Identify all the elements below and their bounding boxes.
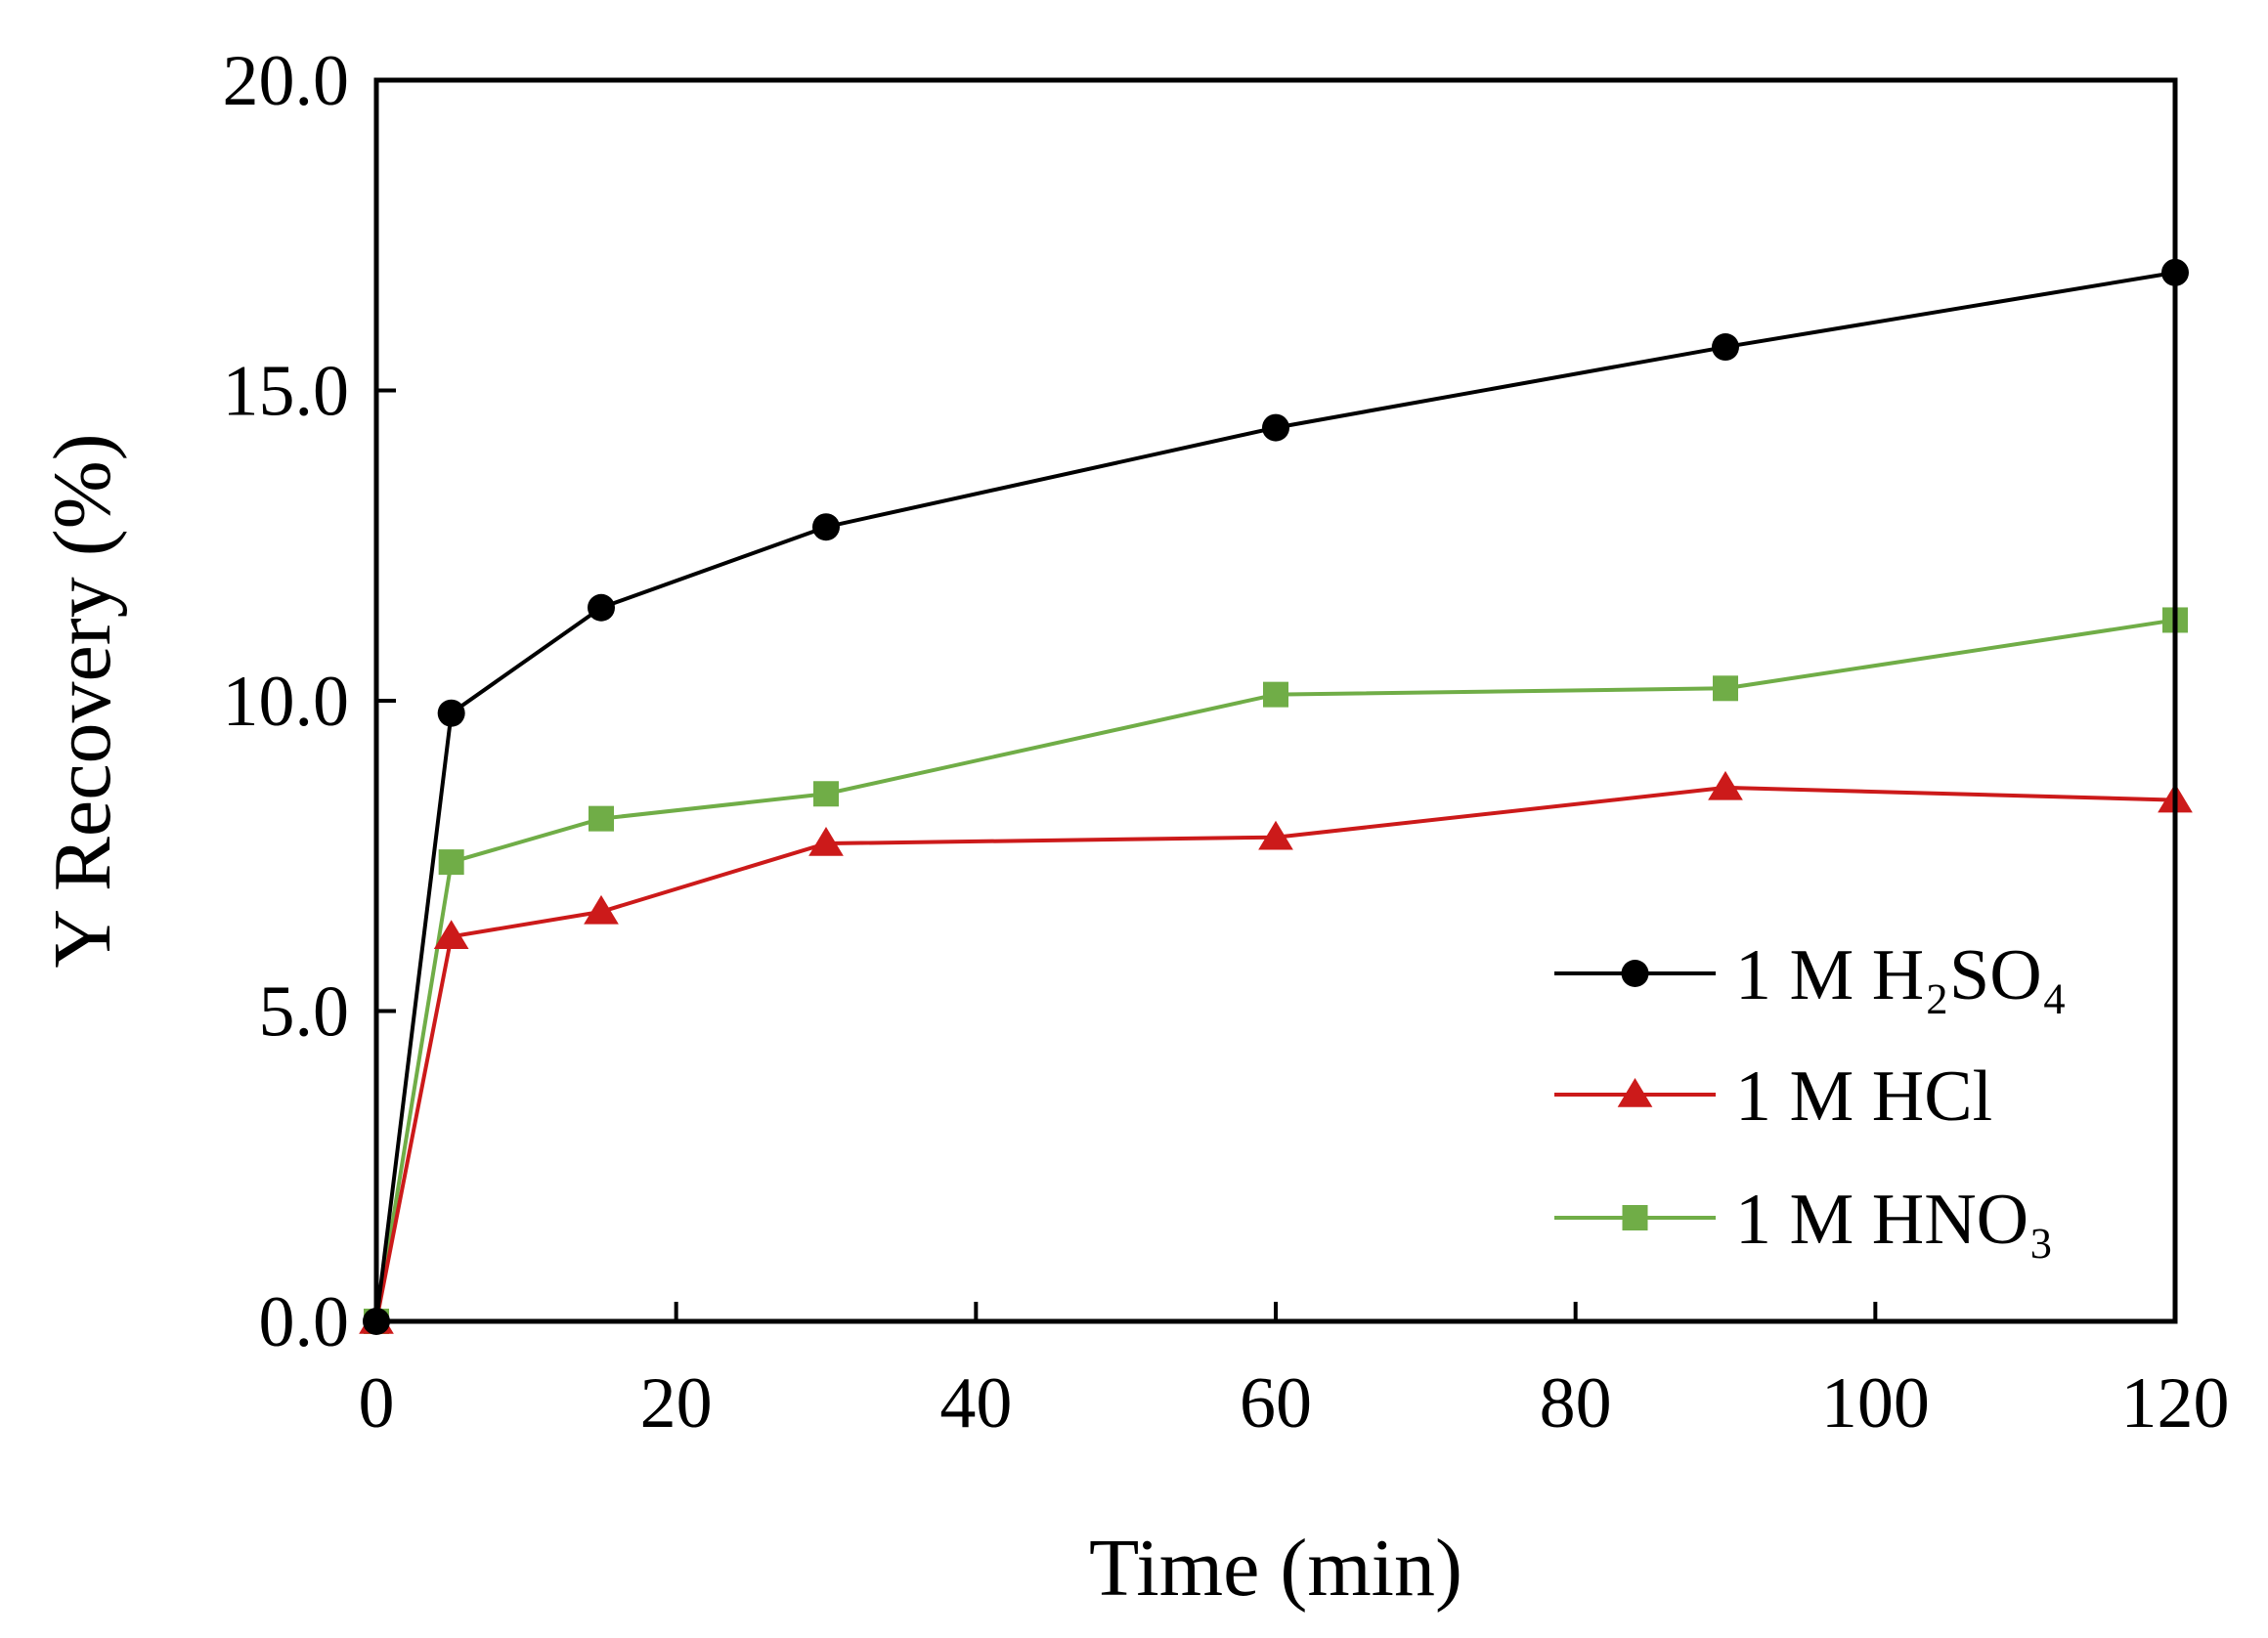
x-tick-label: 80: [1540, 1363, 1612, 1444]
legend-item: 1 M HCl: [1554, 1056, 1992, 1137]
data-point: [1263, 681, 1288, 708]
x-tick-label: 40: [939, 1363, 1012, 1444]
data-point: [1708, 770, 1743, 800]
plot-frame: [373, 77, 2178, 1324]
legend-marker: [1617, 1078, 1653, 1107]
data-point: [437, 699, 465, 727]
data-point: [812, 513, 840, 541]
data-point: [813, 781, 839, 807]
data-point: [433, 920, 469, 950]
legend-item: 1 M HNO₃: [1554, 1180, 2054, 1260]
data-point: [808, 827, 844, 856]
x-axis-tick-labels: 0 20 40 60 80 100 120: [359, 1363, 2230, 1444]
x-tick-label: 20: [640, 1363, 713, 1444]
series-layer: [359, 258, 2193, 1335]
y-axis-title: Y Recovery (%): [37, 433, 128, 968]
data-point: [588, 593, 615, 622]
legend-item: 1 M H₂SO₄: [1554, 935, 2067, 1015]
data-point: [1713, 675, 1738, 702]
data-point: [1712, 333, 1739, 362]
legend-label: 1 M HCl: [1735, 1056, 1992, 1137]
legend-marker: [1621, 960, 1649, 987]
data-point: [1262, 413, 1289, 442]
x-tick-label: 60: [1240, 1363, 1312, 1444]
legend-label: 1 M HNO₃: [1735, 1180, 2054, 1260]
data-point: [584, 894, 619, 925]
legend: 1 M H₂SO₄ 1 M HCl 1 M HNO₃: [1554, 935, 2067, 1260]
data-point: [1258, 820, 1293, 850]
y-tick-label: 5.0: [259, 972, 350, 1053]
y-tick-label: 10.0: [223, 662, 350, 742]
y-tick-label: 15.0: [223, 352, 350, 432]
legend-marker: [1622, 1205, 1648, 1230]
x-axis-title: Time (min): [1089, 1523, 1462, 1614]
legend-label: 1 M H₂SO₄: [1735, 935, 2067, 1015]
data-point: [589, 805, 614, 832]
y-tick-label: 20.0: [223, 41, 350, 121]
x-tick-label: 120: [2121, 1363, 2230, 1444]
x-tick-label: 0: [359, 1363, 395, 1444]
y-axis-tick-labels: 0.0 5.0 10.0 15.0 20.0: [223, 41, 350, 1362]
data-point: [438, 849, 464, 876]
x-tick-label: 100: [1821, 1363, 1930, 1444]
y-tick-label: 0.0: [259, 1282, 350, 1362]
